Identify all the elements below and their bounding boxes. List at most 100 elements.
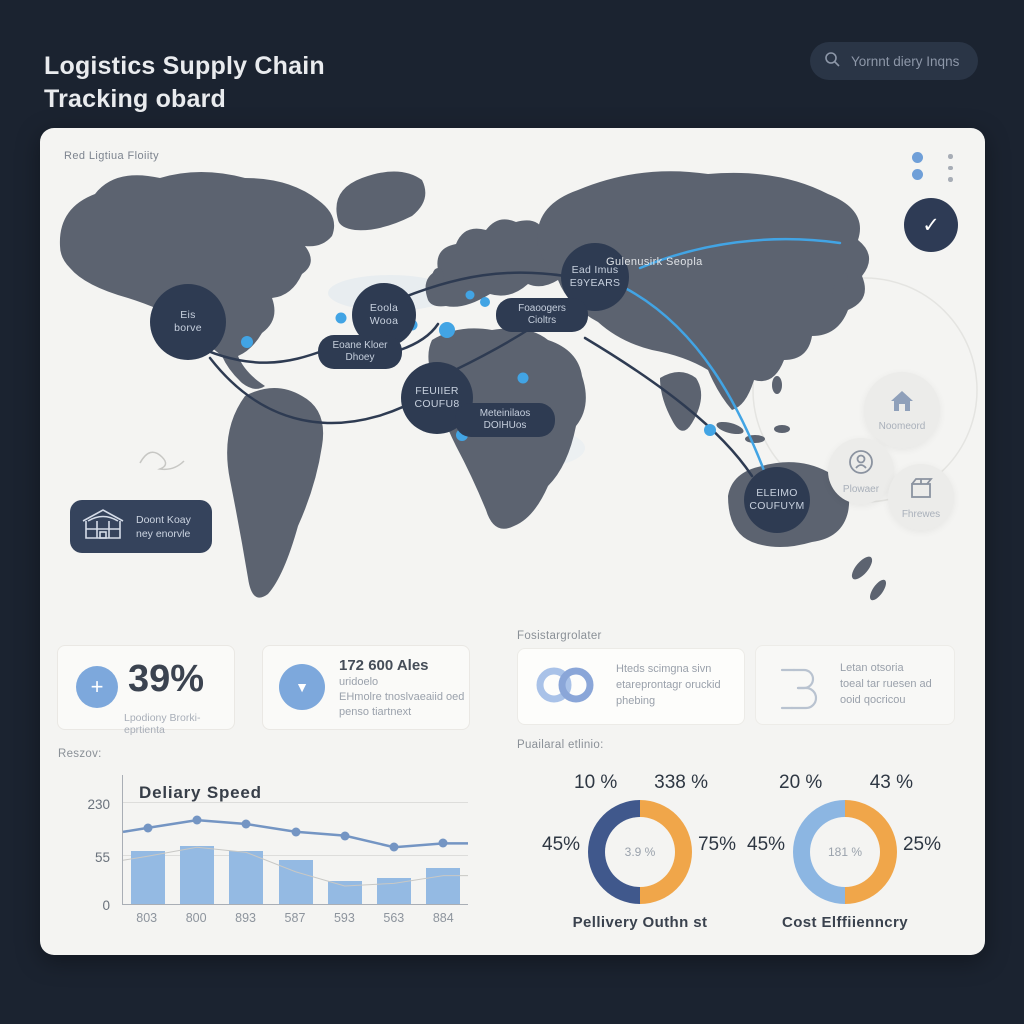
node-label: Eis bbox=[180, 309, 196, 321]
bar bbox=[426, 867, 461, 904]
stat-value: 172 600 Ales bbox=[339, 657, 429, 674]
donut-outer-label: 25% bbox=[902, 834, 941, 855]
map-pill-meteinilaos[interactable]: Meteinilaos DOIHUos bbox=[455, 403, 555, 437]
map-region-label: Gulenusirk Seopla bbox=[606, 256, 703, 268]
pill-label: Meteinilaos bbox=[479, 408, 531, 419]
node-label: COUFU8 bbox=[414, 398, 460, 410]
bar-chart-y-axis: 230 55 0 bbox=[78, 775, 114, 913]
stat-card-delivery-rate: + 39% Lpodiony Brorki-eprtienta bbox=[57, 645, 235, 736]
badge-plowaer[interactable]: Plowaer bbox=[828, 438, 894, 504]
line-point bbox=[241, 819, 251, 829]
search-box[interactable] bbox=[810, 42, 978, 80]
bar bbox=[179, 845, 214, 904]
node-label: COUFUYM bbox=[749, 500, 805, 512]
legend-line: Doont Koay bbox=[136, 513, 191, 526]
page-title-line1: Logistics Supply Chain bbox=[44, 52, 325, 80]
donut-block-1: 3.9 % Pellivery Outhn st 10 % 338 % 45% 75% bbox=[542, 772, 736, 931]
pill-label: Foaoogers bbox=[518, 303, 566, 314]
info-card-routing: Letan otsoria toeal tar ruesen ad ooid q… bbox=[755, 645, 955, 725]
clamp-icon bbox=[778, 662, 822, 715]
stat-value: 39% bbox=[128, 658, 205, 700]
map-legend-pill[interactable]: Doont Koay ney enorvle bbox=[70, 500, 212, 553]
info-line: ooid qocricou bbox=[840, 694, 906, 706]
bar bbox=[377, 878, 412, 904]
info-section-header: Fosistargrolater bbox=[517, 630, 602, 642]
line-point bbox=[438, 838, 448, 848]
page-title: Logistics Supply Chain Tracking obard bbox=[44, 50, 325, 116]
x-tick-label: 800 bbox=[185, 911, 207, 925]
pill-label: Eoane Kloer bbox=[332, 340, 388, 351]
x-tick-label: 587 bbox=[284, 911, 306, 925]
stat-line: penso tiartnext bbox=[339, 706, 412, 718]
pill-label: DOIHUos bbox=[483, 420, 527, 431]
donut-section-header: Puailaral etlinio: bbox=[517, 739, 604, 751]
donut-caption: Pellivery Outhn st bbox=[572, 914, 708, 931]
map-node-eis-borve[interactable]: Eis borve bbox=[150, 284, 226, 360]
badge-noomeord[interactable]: Noomeord bbox=[864, 372, 940, 448]
legend-line: ney enorvle bbox=[136, 527, 191, 540]
y-tick-label: 55 bbox=[94, 849, 110, 865]
map-pill-eoane[interactable]: Eoane Kloer Dhoey bbox=[318, 335, 402, 369]
node-label: Eoola bbox=[369, 302, 399, 314]
down-arrow-icon: ▼ bbox=[279, 664, 325, 710]
stat-label: Lpodiony Brorki-eprtienta bbox=[124, 712, 201, 736]
y-tick-label: 230 bbox=[87, 796, 110, 812]
map-pill-foaoogers[interactable]: Foaoogers Cioltrs bbox=[496, 298, 588, 332]
badge-label: Noomeord bbox=[878, 420, 926, 432]
pill-label: Dhoey bbox=[345, 352, 375, 363]
info-line: Hteds scimgna sivn bbox=[616, 663, 712, 675]
node-label: FEUIIER bbox=[415, 385, 459, 397]
line-point bbox=[389, 842, 399, 852]
search-icon bbox=[824, 51, 840, 72]
gridline bbox=[123, 855, 468, 857]
plus-icon: + bbox=[76, 666, 118, 708]
confirm-button[interactable]: ✓ bbox=[904, 198, 958, 252]
donut-center-label: 3.9 % bbox=[605, 817, 675, 887]
x-tick-label: 803 bbox=[136, 911, 158, 925]
line-point bbox=[340, 831, 350, 841]
badge-fhrewes[interactable]: Fhrewes bbox=[888, 464, 954, 530]
page-title-line2: Tracking obard bbox=[44, 85, 227, 113]
bar bbox=[229, 851, 264, 904]
bar-chart-x-axis: 803 800 893 587 593 563 884 bbox=[122, 911, 468, 925]
info-line: etareprontagr oruckid bbox=[616, 679, 721, 691]
node-label: Wooa bbox=[369, 315, 399, 327]
donut-block-2: 181 % Cost Elffiienncry 20 % 43 % 45% 25% bbox=[747, 772, 941, 931]
x-tick-label: 893 bbox=[235, 911, 256, 925]
bar bbox=[327, 880, 362, 904]
map-node-eleimo[interactable]: ELEIMO COUFUYM bbox=[744, 467, 810, 533]
check-icon: ✓ bbox=[922, 213, 940, 237]
line-point bbox=[291, 827, 300, 837]
gridline bbox=[123, 802, 468, 804]
info-line: Letan otsoria bbox=[840, 662, 904, 674]
stat-card-volume: ▼ 172 600 Ales uridoelo EHmolre tnoslvae… bbox=[262, 645, 470, 730]
node-label: Ead Imus bbox=[571, 264, 619, 276]
badge-label: Fhrewes bbox=[901, 508, 941, 520]
search-input[interactable] bbox=[849, 52, 963, 70]
node-label: E9YEARS bbox=[569, 277, 621, 289]
line-point bbox=[192, 815, 202, 825]
package-icon bbox=[907, 475, 935, 506]
stat-line: EHmolre tnoslvaeaiid oed bbox=[339, 691, 465, 703]
info-card-tracking: Hteds scimgna sivn etareprontagr oruckid… bbox=[517, 648, 745, 725]
stat-line: uridoelo bbox=[339, 676, 379, 688]
donut-outer-label: 45% bbox=[747, 834, 786, 855]
status-dots bbox=[912, 152, 923, 180]
more-menu-icon[interactable] bbox=[948, 154, 953, 182]
bar-chart-title: Deliary Speed bbox=[139, 783, 262, 802]
legend-pill-text: Doont Koay ney enorvle bbox=[136, 513, 191, 541]
donut-outer-label: 43 % bbox=[869, 772, 913, 793]
y-tick-label: 0 bbox=[102, 898, 110, 913]
line-overlay bbox=[123, 775, 468, 904]
donut-outer-label: 75% bbox=[697, 834, 736, 855]
node-label: borve bbox=[174, 322, 202, 334]
donut-outer-label: 10 % bbox=[574, 772, 618, 793]
badge-circle-icon bbox=[847, 448, 875, 481]
x-tick-label: 563 bbox=[383, 911, 405, 925]
linked-rings-icon bbox=[536, 663, 596, 712]
world-map bbox=[59, 171, 978, 601]
dashboard-panel: Red Ligtiua Floiity ✓ bbox=[40, 128, 985, 955]
panel-header-label: Red Ligtiua Floiity bbox=[64, 150, 160, 162]
chart-section-label: Reszov: bbox=[58, 748, 102, 760]
warehouse-pin-icon bbox=[889, 389, 915, 418]
